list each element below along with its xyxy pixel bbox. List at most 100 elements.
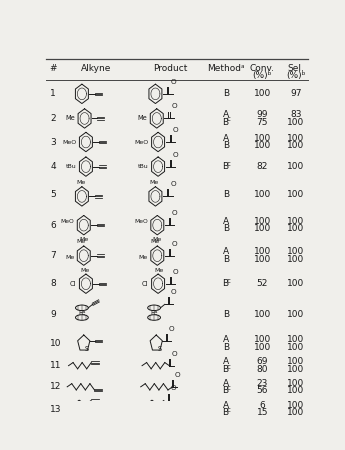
Text: O: O (171, 386, 177, 392)
Text: 100: 100 (287, 386, 304, 395)
Text: #: # (49, 64, 57, 73)
Text: B: B (223, 310, 229, 319)
Text: 8: 8 (50, 279, 56, 288)
Text: c: c (227, 385, 231, 391)
Text: 100: 100 (287, 118, 304, 127)
Text: A: A (223, 357, 229, 366)
Text: 100: 100 (287, 141, 304, 150)
Text: (%)ᵇ: (%)ᵇ (286, 71, 306, 80)
Text: c: c (227, 278, 231, 284)
Text: O: O (173, 269, 178, 274)
Text: Me: Me (139, 255, 148, 260)
Text: tBu: tBu (138, 164, 148, 169)
Text: 9: 9 (50, 310, 56, 319)
Text: 100: 100 (254, 310, 271, 319)
Text: A: A (223, 217, 229, 226)
Text: B: B (223, 342, 229, 351)
Text: 82: 82 (257, 162, 268, 171)
Text: 100: 100 (287, 378, 304, 387)
Text: 100: 100 (287, 279, 304, 288)
Text: A: A (223, 248, 229, 256)
Text: A: A (223, 134, 229, 143)
Text: B: B (223, 90, 229, 99)
Text: 100: 100 (287, 217, 304, 226)
Text: 5: 5 (50, 190, 56, 199)
Text: O: O (172, 351, 177, 357)
Text: 100: 100 (287, 310, 304, 319)
Text: c: c (227, 117, 231, 122)
Text: B: B (223, 190, 229, 199)
Text: 100: 100 (254, 217, 271, 226)
Text: Product: Product (153, 64, 187, 73)
Text: 100: 100 (254, 342, 271, 351)
Text: Me: Me (137, 116, 147, 122)
Text: 100: 100 (254, 90, 271, 99)
Text: O: O (173, 152, 178, 158)
Text: Me: Me (154, 268, 163, 273)
Text: A: A (223, 335, 229, 344)
Text: 100: 100 (287, 401, 304, 410)
Text: O: O (170, 79, 176, 85)
Text: 23: 23 (257, 378, 268, 387)
Text: 100: 100 (254, 134, 271, 143)
Text: 100: 100 (287, 134, 304, 143)
Text: 11: 11 (50, 361, 61, 370)
Text: 6: 6 (259, 401, 265, 410)
Text: c: c (227, 407, 231, 413)
Text: Me: Me (80, 268, 90, 273)
Text: B: B (222, 386, 228, 395)
Text: O: O (172, 241, 178, 247)
Text: A: A (223, 401, 229, 410)
Text: MeO: MeO (134, 219, 148, 224)
Text: c: c (227, 161, 231, 167)
Text: B: B (223, 255, 229, 264)
Text: MeO: MeO (61, 219, 75, 224)
Text: 83: 83 (290, 110, 302, 119)
Text: 100: 100 (287, 255, 304, 264)
Text: B: B (222, 409, 228, 418)
Text: 69: 69 (257, 357, 268, 366)
Text: O: O (175, 372, 180, 378)
Text: tBu: tBu (66, 164, 76, 169)
Text: 99: 99 (257, 110, 268, 119)
Text: 52: 52 (257, 279, 268, 288)
Text: Sel.: Sel. (287, 64, 304, 73)
Text: 100: 100 (287, 409, 304, 418)
Text: 3: 3 (50, 138, 56, 147)
Text: A: A (223, 378, 229, 387)
Text: Fe: Fe (150, 310, 158, 315)
Text: 4: 4 (50, 162, 56, 171)
Text: Me: Me (153, 237, 162, 242)
Text: 10: 10 (50, 339, 61, 348)
Text: 6: 6 (50, 220, 56, 230)
Text: 100: 100 (287, 162, 304, 171)
Text: O: O (172, 210, 178, 216)
Text: 100: 100 (254, 225, 271, 234)
Text: O: O (170, 181, 176, 187)
Text: c: c (227, 364, 231, 370)
Text: 100: 100 (254, 255, 271, 264)
Text: MeO: MeO (134, 140, 148, 144)
Text: 100: 100 (287, 335, 304, 344)
Text: Fe: Fe (78, 310, 86, 315)
Text: Me: Me (150, 239, 159, 244)
Text: Alkyne: Alkyne (81, 64, 112, 73)
Text: Methodᵃ: Methodᵃ (207, 64, 245, 73)
Text: 2: 2 (50, 114, 56, 123)
Text: O: O (171, 289, 177, 295)
Text: 100: 100 (254, 141, 271, 150)
Text: Conv.: Conv. (250, 64, 275, 73)
Text: Me: Me (79, 237, 88, 242)
Text: A: A (223, 110, 229, 119)
Text: 100: 100 (287, 190, 304, 199)
Text: 1: 1 (50, 90, 56, 99)
Text: 12: 12 (50, 382, 61, 392)
Text: B: B (222, 162, 228, 171)
Text: 100: 100 (287, 342, 304, 351)
Text: B: B (222, 365, 228, 374)
Text: 100: 100 (287, 248, 304, 256)
Text: 7: 7 (50, 251, 56, 260)
Text: 100: 100 (254, 248, 271, 256)
Text: B: B (223, 141, 229, 150)
Text: 15: 15 (257, 409, 268, 418)
